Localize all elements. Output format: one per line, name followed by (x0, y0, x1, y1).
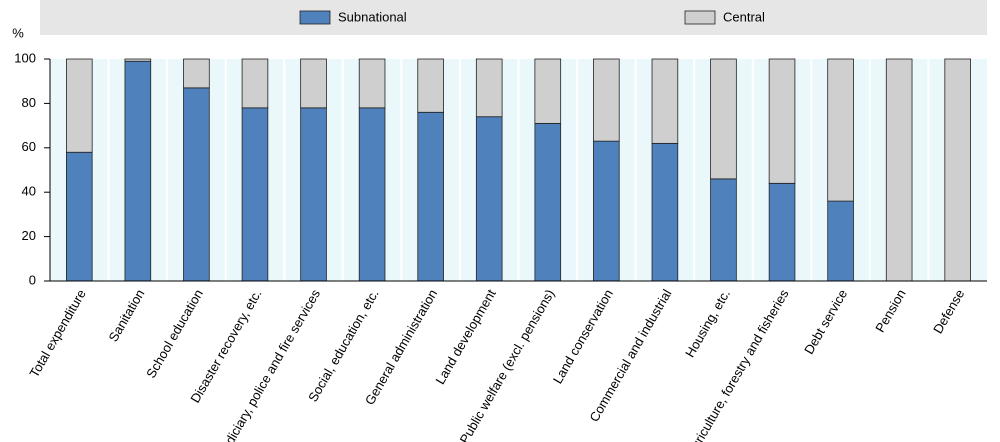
bar-segment (475, 58, 503, 118)
bar-segment (534, 58, 562, 124)
x-tick-label: Land development (432, 286, 499, 386)
x-tick-label: Land conservation (550, 287, 616, 387)
bar-segment (475, 116, 503, 282)
bar-segment (651, 58, 679, 144)
legend-swatch (299, 10, 331, 25)
legend-label: Central (723, 9, 765, 24)
bar-segment (768, 58, 796, 184)
bar-segment (124, 60, 152, 282)
bar-segment (417, 111, 444, 282)
bar-segment (65, 58, 93, 153)
bar-segment (417, 58, 444, 113)
bar-segment (651, 142, 679, 282)
bar-segment (768, 182, 796, 282)
bar-segment (885, 58, 913, 282)
bar-segment (300, 58, 327, 109)
bar-segment (944, 58, 972, 282)
bar-segment (124, 58, 152, 62)
bar-segment (593, 140, 620, 282)
legend-label: Subnational (338, 9, 407, 24)
y-tick-label: 80 (22, 95, 36, 110)
bar-segment (827, 200, 854, 282)
bar-segment (710, 178, 737, 282)
bar-segment (183, 87, 210, 282)
bar-segment (65, 151, 93, 282)
y-tick-label: 60 (22, 139, 36, 154)
bar-segment (827, 58, 854, 202)
y-axis-label: % (12, 25, 24, 40)
x-tick-label: Agriculture, forestry and fisheries (684, 286, 792, 442)
y-tick-label: 100 (14, 50, 36, 65)
legend-swatch (684, 10, 716, 25)
y-tick-label: 20 (22, 228, 36, 243)
bar-segment (241, 58, 269, 109)
x-tick-label: Total expenditure (26, 287, 88, 380)
x-tick-label: Judiciary, police and fire services (215, 286, 323, 442)
x-tick-label: Pension (872, 287, 908, 335)
legend-background (40, 0, 987, 35)
bar-segment (358, 107, 386, 282)
bar-segment (183, 58, 210, 89)
bar-segment (300, 107, 327, 282)
x-tick-label: Sanitation (106, 287, 148, 345)
bar-segment (534, 122, 562, 282)
y-tick-label: 40 (22, 184, 36, 199)
bar-segment (358, 58, 386, 109)
x-tick-label: Defense (930, 287, 967, 336)
x-tick-label: Housing, etc. (682, 287, 733, 360)
bar-segment (593, 58, 620, 142)
x-tick-label: School education (143, 287, 206, 381)
bar-segment (710, 58, 737, 180)
y-tick-label: 0 (29, 272, 36, 287)
bar-segment (241, 107, 269, 282)
x-tick-label: Debt service (801, 287, 850, 357)
